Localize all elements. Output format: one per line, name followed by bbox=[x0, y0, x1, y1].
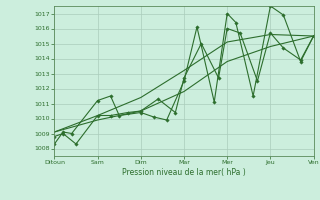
X-axis label: Pression niveau de la mer( hPa ): Pression niveau de la mer( hPa ) bbox=[122, 168, 246, 177]
